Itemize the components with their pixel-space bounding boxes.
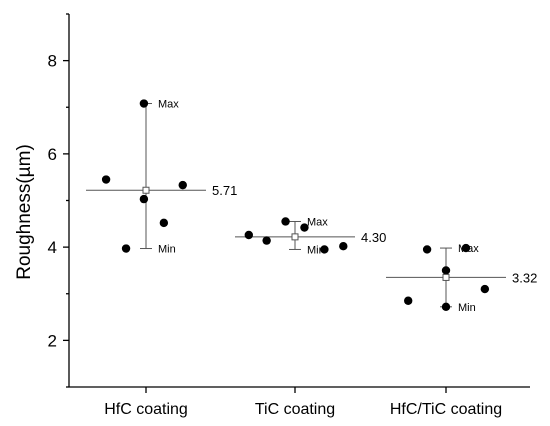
min-label: Min [158, 244, 176, 256]
axes [68, 14, 530, 388]
y-tick-label: 4 [48, 238, 57, 257]
mean-value-label: 4.30 [361, 230, 386, 245]
mean-marker [442, 273, 450, 281]
data-point [441, 266, 451, 275]
x-category-label: HfC/TiC coating [390, 401, 502, 418]
group-2: Max Min 4.30 [235, 216, 386, 256]
y-tick-label: 6 [48, 145, 57, 164]
data-point [244, 230, 253, 240]
min-label: Min [458, 302, 476, 314]
mean-value-label: 5.71 [212, 183, 237, 198]
x-category-label: TiC coating [255, 401, 335, 418]
data-point [121, 244, 131, 253]
group-1: Max Min 5.71 [86, 99, 237, 256]
max-label: Max [458, 243, 479, 255]
data-point [480, 284, 490, 294]
mean-value-label: 3.32 [512, 270, 537, 285]
data-point [300, 223, 309, 232]
max-label: Max [158, 99, 179, 111]
data-point [422, 245, 432, 254]
y-axis-title: Roughness(µm) [14, 144, 35, 280]
data-point [441, 302, 451, 312]
data-point [159, 218, 169, 228]
data-point [101, 175, 111, 184]
data-point [281, 217, 290, 226]
y-ticks: 2 4 6 8 [48, 13, 69, 388]
mean-marker [142, 186, 150, 194]
data-point [461, 243, 471, 253]
y-tick-label: 2 [48, 331, 57, 350]
max-label: Max [307, 216, 328, 228]
data-groups: Max Min 5.71 Max Min 4.30 Max Min 3.32 [86, 99, 537, 314]
min-label: Min [307, 244, 325, 256]
x-categories: HfC coating TiC coating HfC/TiC coating [104, 387, 502, 418]
data-point [139, 194, 149, 204]
y-tick-label: 8 [48, 52, 57, 71]
data-point [339, 241, 348, 251]
group-3: Max Min 3.32 [386, 243, 537, 314]
x-category-label: HfC coating [104, 401, 188, 418]
mean-marker [291, 233, 299, 241]
data-point [139, 99, 149, 108]
data-point [178, 180, 187, 190]
data-point [404, 296, 413, 305]
data-point [320, 245, 329, 254]
data-point [262, 236, 271, 245]
